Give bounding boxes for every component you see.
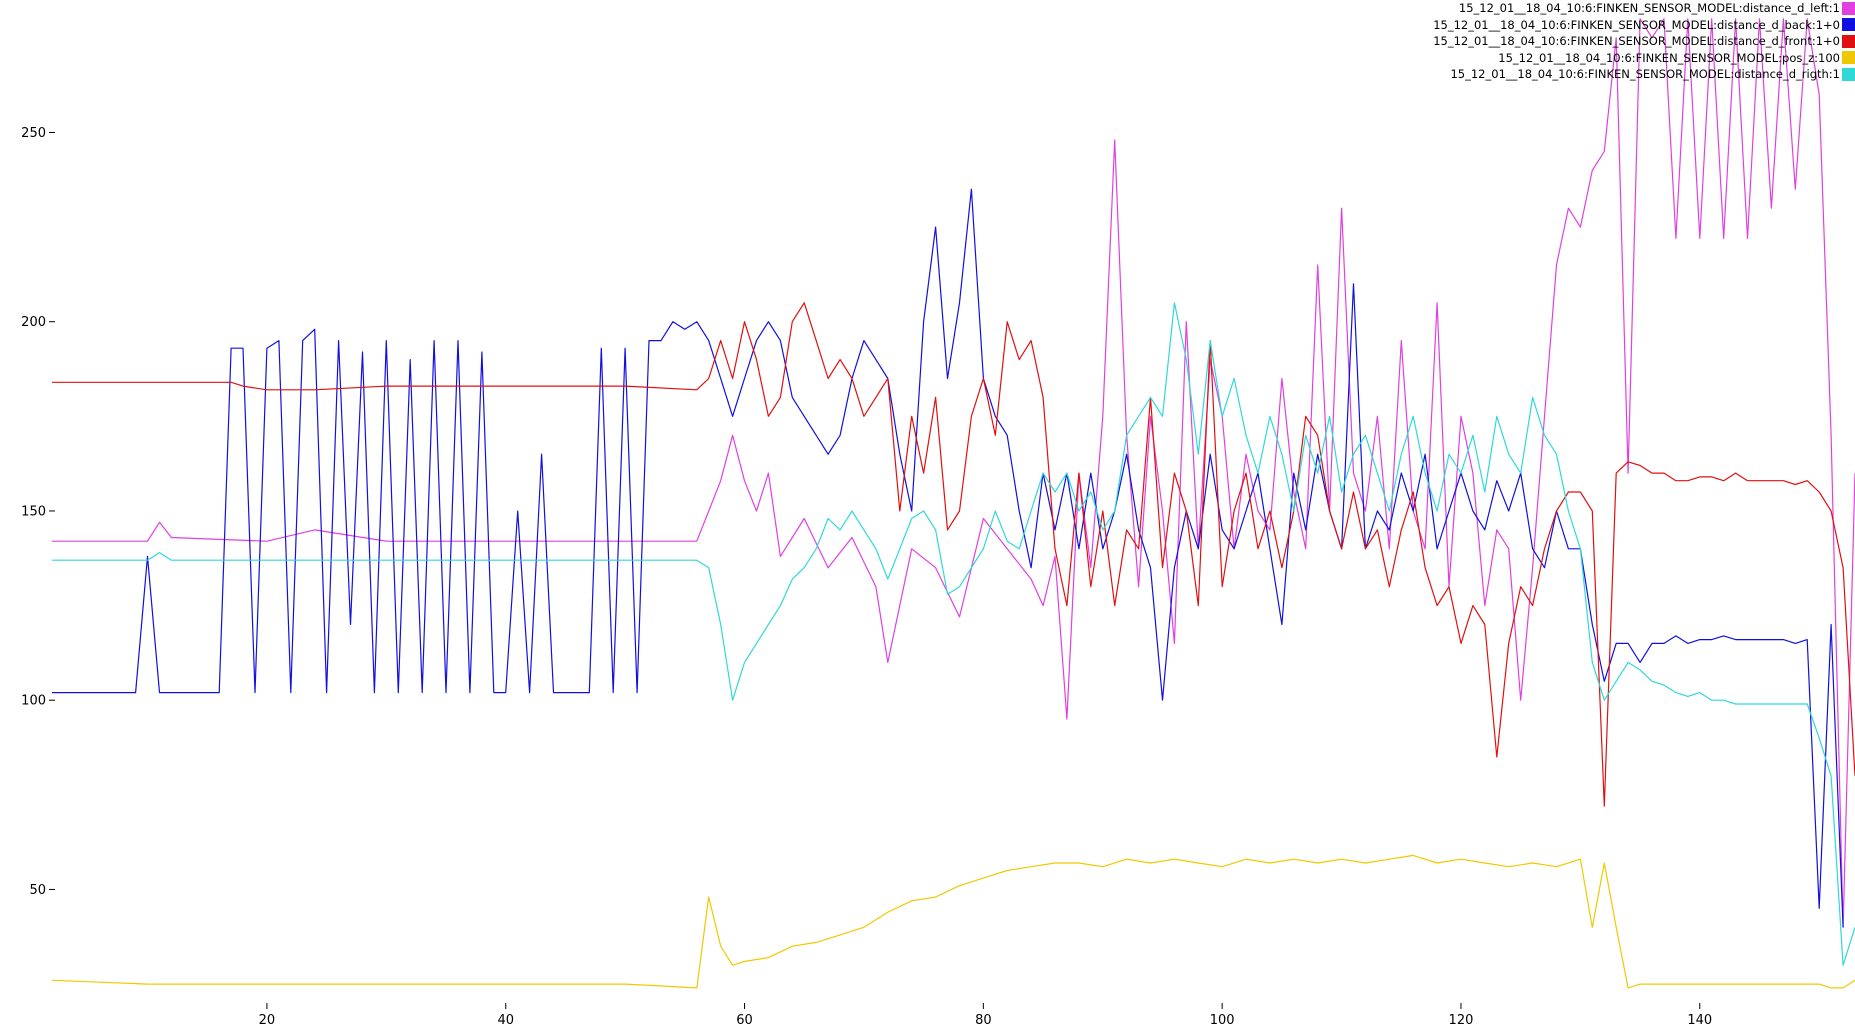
legend-swatch — [1842, 67, 1855, 81]
legend-entry: 15_12_01__18_04_10:6:FINKEN_SENSOR_MODEL… — [1433, 0, 1855, 17]
legend-swatch — [1842, 51, 1855, 65]
y-axis: 50 100 150 200 250 — [21, 126, 55, 898]
legend-entry: 15_12_01__18_04_10:6:FINKEN_SENSOR_MODEL… — [1433, 50, 1855, 67]
series-line-4 — [52, 302, 1855, 966]
legend-label: 15_12_01__18_04_10:6:FINKEN_SENSOR_MODEL… — [1450, 67, 1840, 82]
x-tick-label: 140 — [1687, 1013, 1712, 1028]
y-tick-label: 150 — [21, 504, 46, 519]
legend-label: 15_12_01__18_04_10:6:FINKEN_SENSOR_MODEL… — [1498, 50, 1840, 65]
series-line-2 — [52, 302, 1855, 807]
legend-label: 15_12_01__18_04_10:6:FINKEN_SENSOR_MODEL… — [1433, 34, 1840, 49]
legend-swatch — [1842, 1, 1855, 15]
legend: 15_12_01__18_04_10:6:FINKEN_SENSOR_MODEL… — [1433, 0, 1855, 83]
legend-label: 15_12_01__18_04_10:6:FINKEN_SENSOR_MODEL… — [1458, 1, 1840, 16]
y-tick-label: 250 — [21, 126, 46, 141]
legend-label: 15_12_01__18_04_10:6:FINKEN_SENSOR_MODEL… — [1433, 17, 1840, 32]
y-tick-label: 100 — [21, 694, 46, 709]
series-line-3 — [51, 854, 1855, 989]
legend-entry: 15_12_01__18_04_10:6:FINKEN_SENSOR_MODEL… — [1433, 17, 1855, 34]
x-tick-label: 100 — [1210, 1013, 1235, 1028]
x-tick-label: 40 — [497, 1013, 514, 1028]
series-line-0 — [52, 18, 1855, 928]
x-tick-label: 80 — [975, 1013, 992, 1028]
y-tick-label: 50 — [29, 883, 46, 898]
x-tick-label: 60 — [736, 1013, 753, 1028]
x-axis: 20 40 60 80 100 120 140 — [259, 1003, 1712, 1028]
series-layer — [51, 18, 1855, 989]
legend-swatch — [1842, 18, 1855, 32]
legend-entry: 15_12_01__18_04_10:6:FINKEN_SENSOR_MODEL… — [1433, 33, 1855, 50]
x-tick-label: 20 — [259, 1013, 276, 1028]
series-line-1 — [52, 188, 1844, 928]
legend-entry: 15_12_01__18_04_10:6:FINKEN_SENSOR_MODEL… — [1433, 66, 1855, 83]
legend-swatch — [1842, 34, 1855, 48]
y-tick-label: 200 — [21, 315, 46, 330]
x-tick-label: 120 — [1449, 1013, 1474, 1028]
